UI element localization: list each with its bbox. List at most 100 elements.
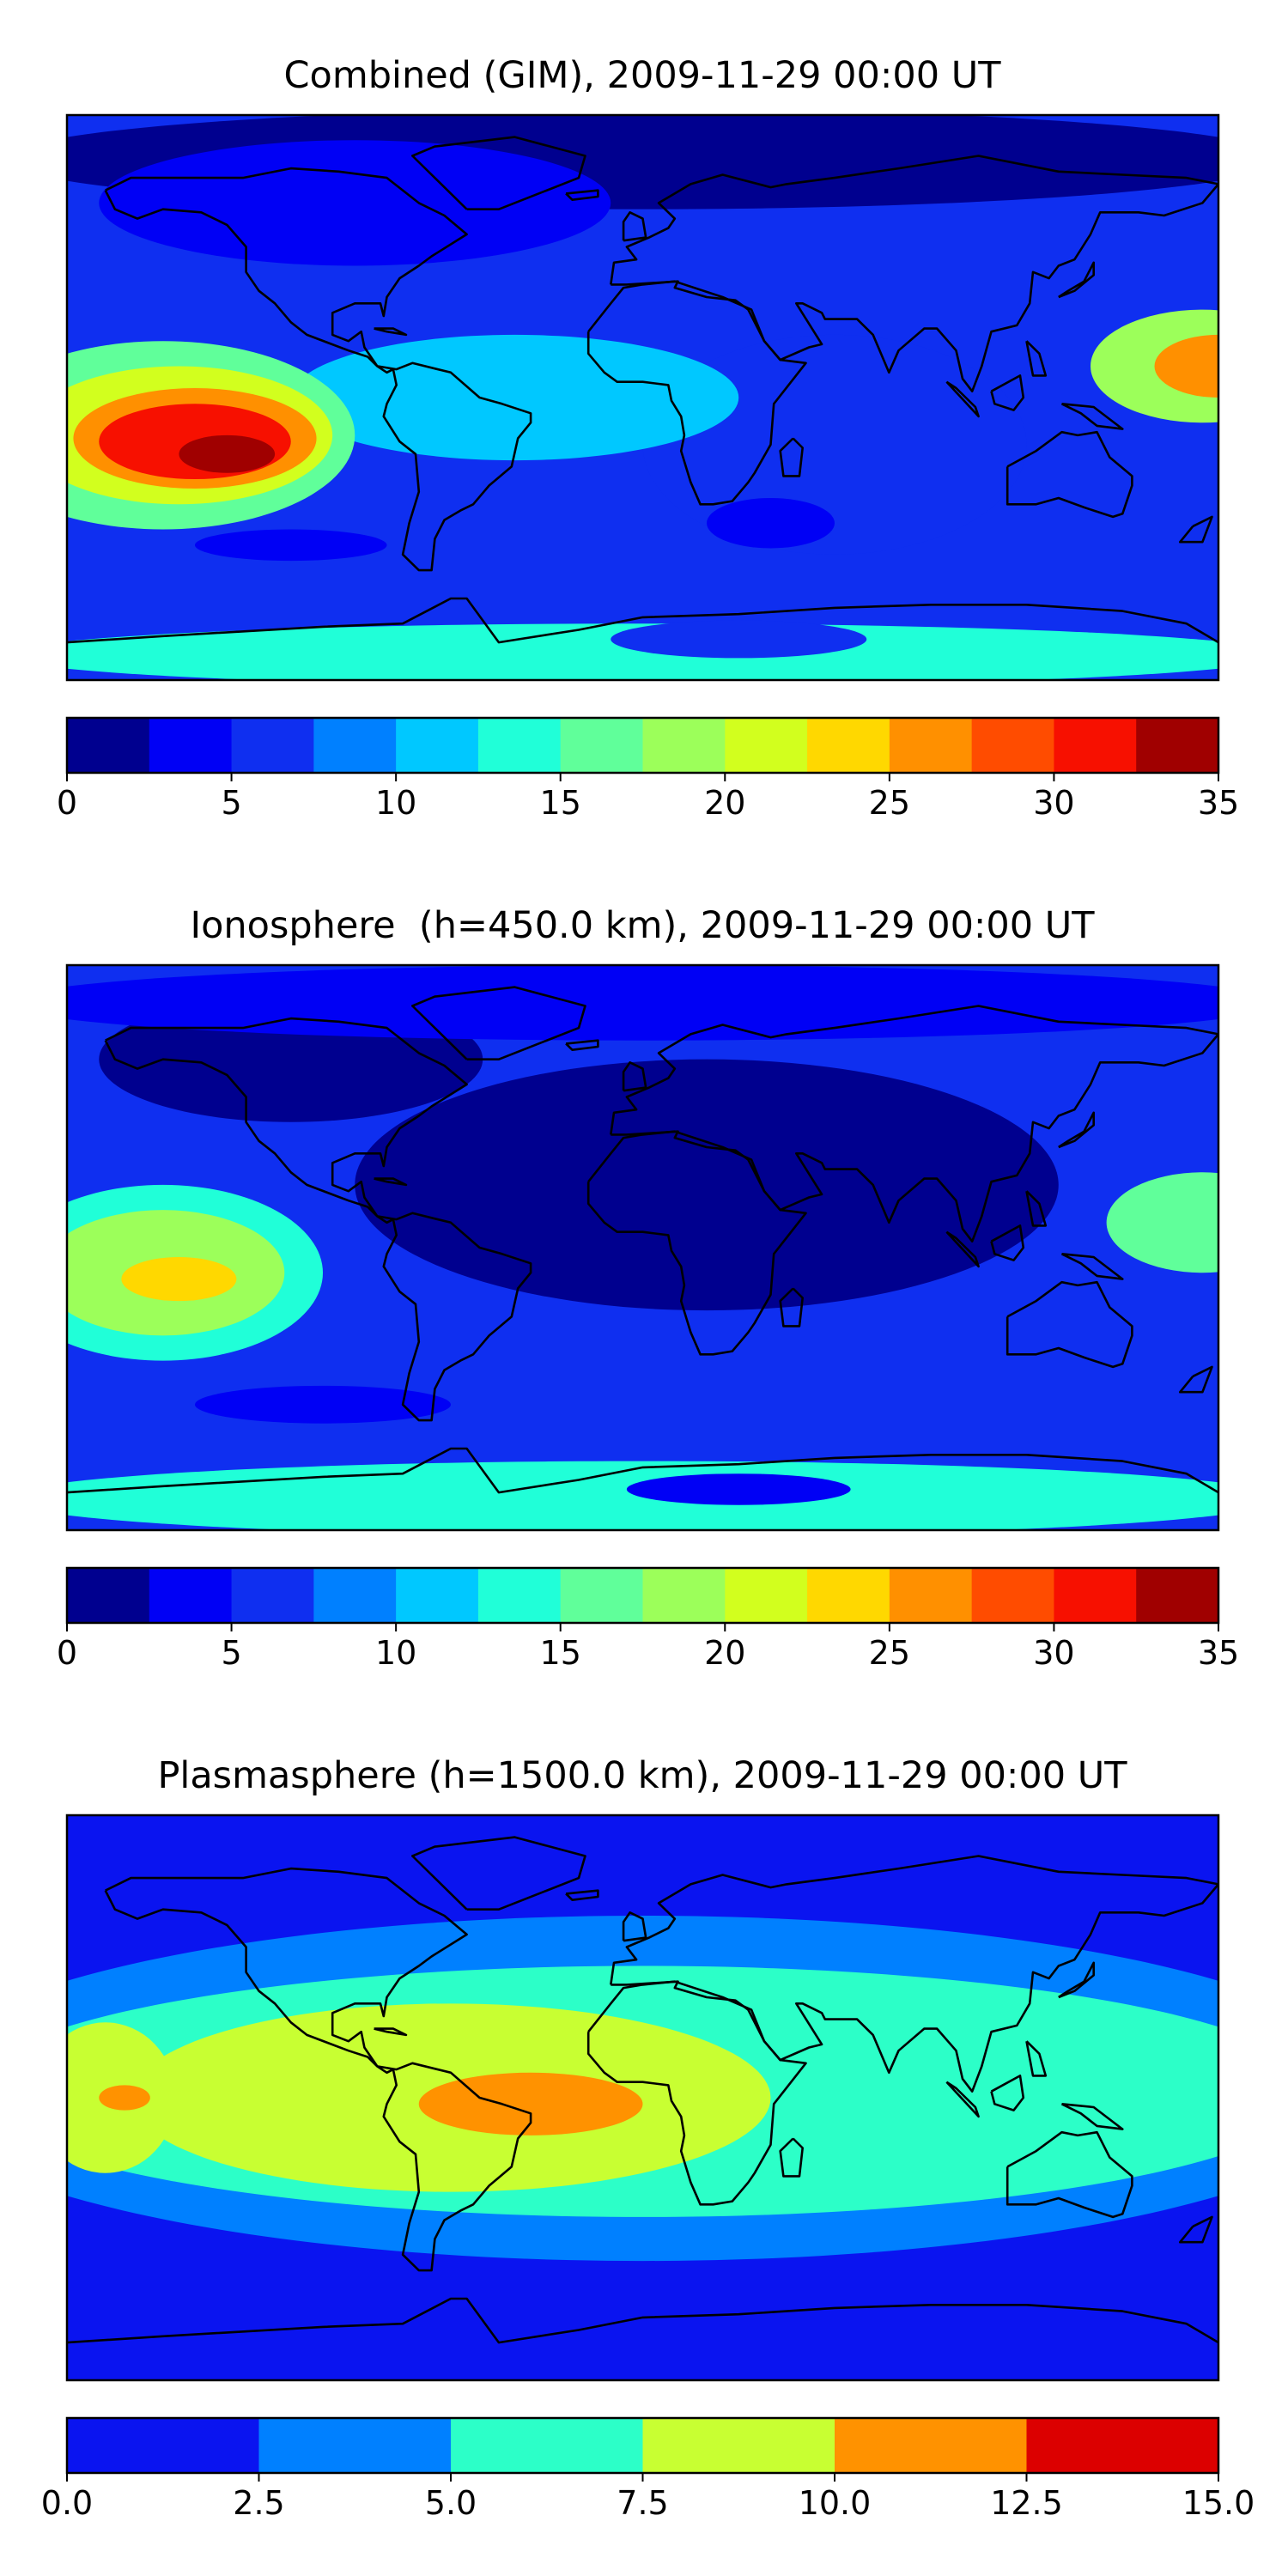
contour-fill bbox=[642, 334, 1027, 555]
contour-fill bbox=[67, 623, 1218, 680]
coastline bbox=[622, 211, 647, 242]
coastline bbox=[779, 2137, 805, 2178]
contour-fill bbox=[626, 1473, 851, 1505]
colorbar-segment bbox=[149, 1568, 233, 1623]
colorbar-segment bbox=[725, 1568, 808, 1623]
coastline bbox=[586, 1130, 807, 1356]
colorbar-tick-label: 20 bbox=[704, 784, 745, 822]
coastline bbox=[410, 136, 586, 210]
coastline bbox=[610, 1855, 1218, 2093]
colorbar: 0 5 10 15 20 25 30 35 bbox=[57, 1566, 1239, 1672]
colorbar-tick-label: 5.0 bbox=[425, 2484, 477, 2522]
colorbar-tick-label: 35 bbox=[1198, 1634, 1239, 1672]
coastline bbox=[1005, 1280, 1133, 1369]
coastline bbox=[586, 1980, 807, 2206]
contour-fill bbox=[1106, 1172, 1218, 1273]
coastline bbox=[1060, 1253, 1124, 1280]
colorbar-segment bbox=[1136, 1568, 1219, 1623]
contour-fill bbox=[418, 2072, 643, 2136]
coastline bbox=[990, 2075, 1025, 2111]
coastline bbox=[67, 1447, 1218, 1494]
colorbar-segment bbox=[149, 718, 233, 773]
colorbar-segment bbox=[67, 718, 150, 773]
colorbar-segment bbox=[313, 1568, 397, 1623]
coastline bbox=[1025, 340, 1048, 377]
coastline bbox=[1058, 1111, 1095, 1149]
coastline bbox=[410, 1836, 586, 1911]
panel-plasmasphere: Plasmasphere (h=1500.0 km), 2009-11-29 0… bbox=[41, 1754, 1255, 2522]
coastline bbox=[410, 986, 586, 1060]
colorbar-segment bbox=[560, 718, 643, 773]
colorbar-tick-label: 35 bbox=[1198, 784, 1239, 822]
coastline bbox=[565, 1889, 599, 1901]
colorbar-segment bbox=[1136, 718, 1219, 773]
coastline bbox=[67, 597, 1218, 644]
colorbar-tick-label: 0 bbox=[57, 1634, 77, 1672]
coastline bbox=[990, 374, 1025, 411]
contour-fill bbox=[611, 620, 867, 659]
colorbar: 0.0 2.5 5.0 7.5 10.0 12.5 15.0 bbox=[41, 2416, 1255, 2522]
colorbar-segment bbox=[642, 1568, 726, 1623]
colorbar-segment bbox=[258, 2418, 452, 2473]
colorbar-segment bbox=[396, 1568, 479, 1623]
coastline bbox=[1058, 1961, 1095, 1999]
colorbar-segment bbox=[889, 718, 973, 773]
contour-fill bbox=[121, 1256, 237, 1302]
contour-fill bbox=[707, 497, 835, 549]
contour-fill bbox=[195, 1385, 451, 1424]
colorbar-segment bbox=[477, 718, 562, 773]
chart-title: Combined (GIM), 2009-11-29 00:00 UT bbox=[283, 54, 1001, 97]
colorbar-segment bbox=[313, 718, 397, 773]
colorbar-segment bbox=[231, 718, 314, 773]
colorbar: 0 5 10 15 20 25 30 35 bbox=[57, 716, 1239, 822]
coastline bbox=[104, 1867, 532, 2272]
coastline bbox=[565, 1039, 599, 1051]
colorbar-segment bbox=[1054, 1568, 1137, 1623]
colorbar-tick-label: 15 bbox=[540, 784, 581, 822]
coastline bbox=[1179, 1365, 1213, 1394]
coastline bbox=[622, 1911, 647, 1942]
contour-fill bbox=[99, 2085, 150, 2111]
coastline bbox=[374, 327, 408, 337]
coastline bbox=[610, 1005, 1218, 1242]
contour-fill bbox=[67, 965, 1218, 1041]
coastline bbox=[779, 1287, 805, 1327]
colorbar-tick-label: 12.5 bbox=[990, 2484, 1063, 2522]
coastline bbox=[104, 167, 532, 572]
coastline bbox=[945, 1230, 980, 1268]
coastlines bbox=[67, 1836, 1218, 2344]
chart-title: Ionosphere (h=450.0 km), 2009-11-29 00:0… bbox=[190, 904, 1095, 947]
colorbar-tick-label: 2.5 bbox=[233, 2484, 284, 2522]
coastline bbox=[610, 155, 1218, 393]
coastline bbox=[565, 189, 599, 201]
colorbar-segment bbox=[642, 718, 726, 773]
colorbar-segment bbox=[67, 2418, 259, 2473]
contour-fill bbox=[99, 140, 611, 266]
colorbar-segment bbox=[1026, 2418, 1219, 2473]
colorbar-segment bbox=[396, 718, 479, 773]
colorbar-tick-label: 25 bbox=[869, 1634, 910, 1672]
map-field bbox=[67, 965, 1218, 1530]
colorbar-tick-label: 0 bbox=[57, 784, 77, 822]
colorbar-tick-label: 10 bbox=[375, 784, 416, 822]
chart-title: Plasmasphere (h=1500.0 km), 2009-11-29 0… bbox=[157, 1754, 1127, 1797]
colorbar-tick-label: 5 bbox=[221, 784, 241, 822]
panel-ionosphere: Ionosphere (h=450.0 km), 2009-11-29 00:0… bbox=[57, 904, 1239, 1672]
coastline bbox=[67, 2297, 1218, 2344]
colorbar-segment bbox=[231, 1568, 314, 1623]
colorbar-tick-label: 0.0 bbox=[41, 2484, 93, 2522]
map-frame bbox=[65, 963, 1220, 1532]
colorbar-tick-label: 15.0 bbox=[1182, 2484, 1255, 2522]
coastline bbox=[374, 2027, 408, 2037]
coastline bbox=[1058, 261, 1095, 299]
colorbar-segment bbox=[560, 1568, 643, 1623]
colorbar-segment bbox=[642, 2418, 835, 2473]
colorbar-segment bbox=[67, 1568, 150, 1623]
colorbar-frame bbox=[65, 1566, 1220, 1625]
coastline bbox=[1060, 403, 1124, 430]
contour-fill bbox=[355, 1059, 1059, 1311]
coastline bbox=[374, 1177, 408, 1187]
colorbar-segment bbox=[451, 2418, 643, 2473]
colorbar-tick-label: 25 bbox=[869, 784, 910, 822]
